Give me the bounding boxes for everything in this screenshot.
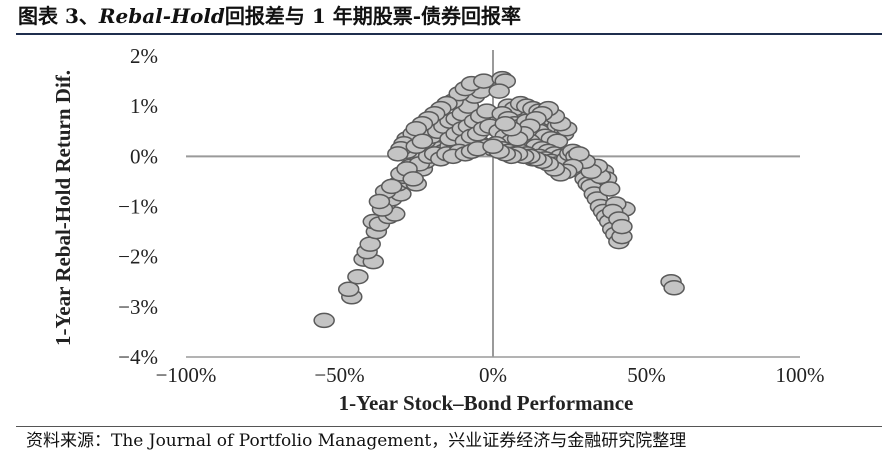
figure-title-italic: Rebal-Hold <box>98 4 225 28</box>
y-tick-label: −2% <box>118 245 158 269</box>
x-axis-title: 1-Year Stock–Bond Performance <box>339 391 634 415</box>
title-rule <box>16 33 882 35</box>
scatter-point <box>473 73 495 89</box>
scatter-point <box>611 218 633 235</box>
x-tick-label: 100% <box>776 363 825 387</box>
scatter-point <box>313 312 335 329</box>
scatter-point <box>663 280 685 296</box>
x-tick-label: −50% <box>314 363 364 387</box>
figure-title-suffix: 回报差与 1 年期股票-债券回报率 <box>224 4 522 28</box>
scatter-point <box>488 83 510 99</box>
tick-labels: 2% 1% 0% −1% −2% −3% −4%−100% −50% 0% 50% 100% 1-Ye… <box>51 44 825 415</box>
y-axis-title: 1-Year Rebal-Hold Return Dif. <box>51 70 75 346</box>
x-tick-label: −100% <box>156 363 217 387</box>
scatter-point <box>380 178 403 195</box>
y-tick-label: −1% <box>118 195 158 219</box>
scatter-point <box>482 138 504 155</box>
scatter-point <box>402 171 424 187</box>
scatter-point <box>368 193 391 210</box>
scatter-point <box>494 115 517 132</box>
figure-title-prefix: 图表 3、 <box>18 4 99 28</box>
y-tick-label: −4% <box>118 345 158 369</box>
y-tick-label: 0% <box>130 144 158 168</box>
data-points <box>313 70 685 329</box>
source-rule <box>16 426 882 427</box>
x-tick-label: 50% <box>627 363 666 387</box>
scatter-point <box>411 133 434 150</box>
scatter-point <box>387 146 409 162</box>
figure-title: 图表 3、Rebal-Hold回报差与 1 年期股票-债券回报率 <box>18 2 521 30</box>
scatter-point <box>337 281 360 298</box>
scatter-point <box>598 181 621 197</box>
scatter-point <box>347 268 369 285</box>
y-tick-label: 2% <box>130 44 158 68</box>
y-tick-label: 1% <box>130 94 158 118</box>
source-note: 资料来源：The Journal of Portfolio Management… <box>26 431 687 451</box>
x-tick-label: 0% <box>479 363 507 387</box>
y-tick-label: −3% <box>118 295 158 319</box>
